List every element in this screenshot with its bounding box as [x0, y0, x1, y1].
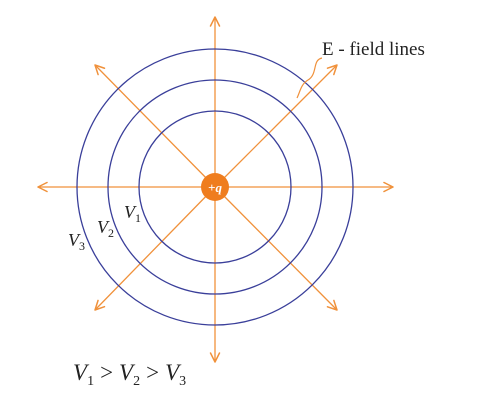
field-lines-label: E - field lines: [322, 39, 425, 60]
field-line-upper-right: [214, 64, 338, 188]
label-v2: V2: [97, 217, 114, 240]
charge-disc: [201, 173, 229, 201]
label-leader-line: [296, 57, 323, 99]
equipotential-surfaces: [76, 48, 354, 326]
charge-label: +q: [208, 180, 222, 195]
potential-relation: V1 > V2 > V3: [73, 360, 186, 389]
field-lines: [37, 16, 394, 363]
equipotential-v2: [107, 79, 323, 295]
equipotential-v1: [138, 110, 292, 264]
equipotential-v3: [76, 48, 354, 326]
label-v1: V1: [124, 202, 141, 225]
field-line-lower-left: [94, 186, 216, 311]
point-charge: +q: [201, 173, 229, 201]
field-line-upper-left: [94, 64, 216, 188]
label-v3: V3: [68, 230, 85, 253]
field-line-lower-right: [214, 186, 338, 311]
